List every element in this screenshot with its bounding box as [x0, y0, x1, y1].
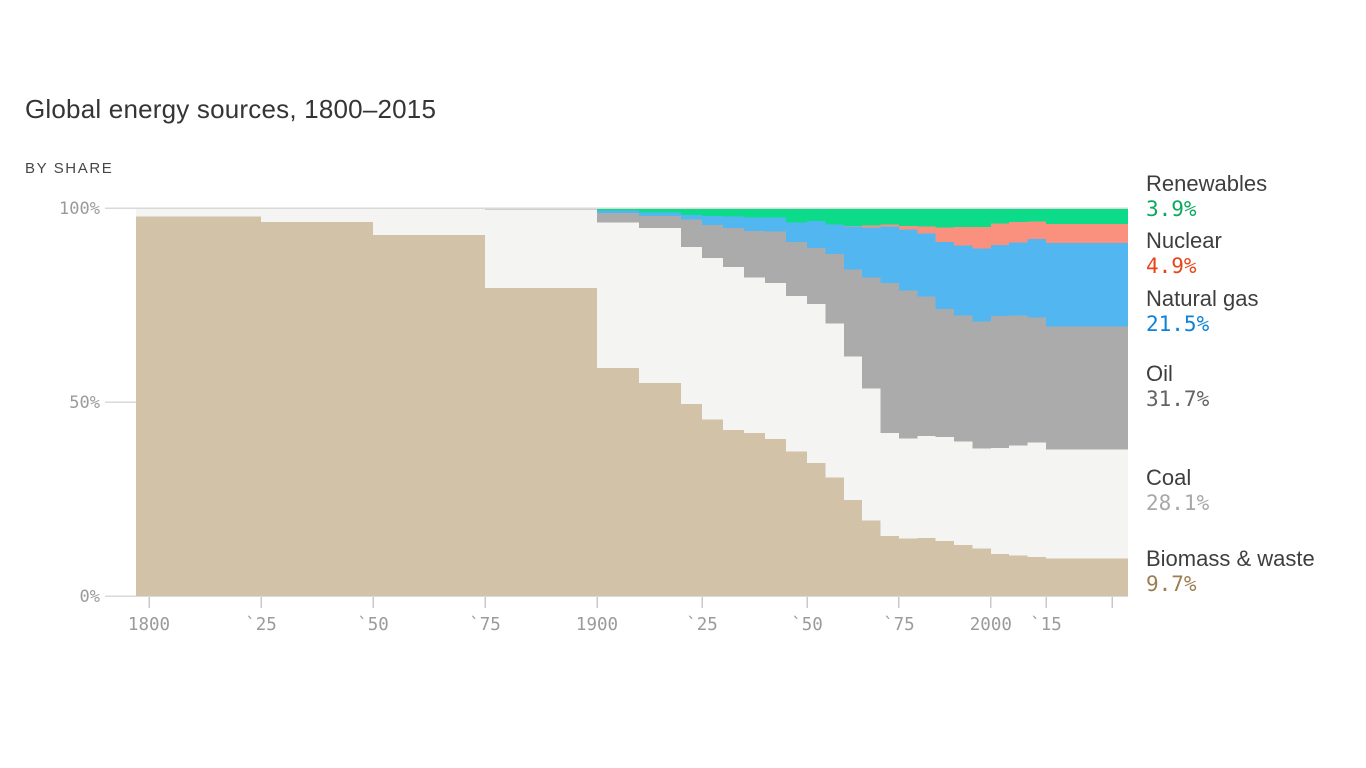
legend-value-biomass-waste: 9.7% [1146, 572, 1197, 596]
x-tick-label-1850: `50 [357, 615, 389, 635]
legend-value-oil: 31.7% [1146, 387, 1210, 411]
legend-label-oil: Oil [1146, 361, 1173, 386]
y-tick-label-100%: 100% [59, 199, 100, 219]
legend-label-natural-gas: Natural gas [1146, 286, 1259, 311]
x-tick-label-2015: `15 [1030, 615, 1062, 635]
x-tick-label-1825: `25 [245, 615, 277, 635]
area-oil [136, 208, 1128, 450]
x-tick-label-1900: 1900 [576, 615, 618, 635]
legend-item-nuclear: Nuclear 4.9% [1146, 229, 1222, 279]
legend-value-renewables: 3.9% [1146, 197, 1197, 221]
legend-item-coal: Coal 28.1% [1146, 466, 1209, 516]
legend-label-biomass-waste: Biomass & waste [1146, 546, 1315, 571]
area-biomass-waste [136, 216, 1128, 596]
legend-label-nuclear: Nuclear [1146, 228, 1222, 253]
legend-value-coal: 28.1% [1146, 491, 1210, 515]
x-tick-label-1950: `50 [791, 615, 823, 635]
area-coal [136, 208, 1128, 559]
x-tick-label-1925: `25 [686, 615, 718, 635]
x-tick-label-1800: 1800 [128, 615, 170, 635]
legend-item-biomass-waste: Biomass & waste 9.7% [1146, 547, 1315, 597]
x-tick-label-1975: `75 [883, 615, 915, 635]
legend-label-coal: Coal [1146, 465, 1192, 490]
legend-value-nuclear: 4.9% [1146, 254, 1197, 278]
y-tick-label-50%: 50% [69, 393, 100, 413]
area-natural-gas [136, 208, 1128, 327]
legend-item-renewables: Renewables 3.9% [1146, 172, 1267, 222]
legend-label-renewables: Renewables [1146, 171, 1268, 196]
chart-subtitle: BY SHARE [25, 160, 114, 177]
area-nuclear [136, 208, 1128, 249]
x-tick-label-2000: 2000 [970, 615, 1012, 635]
area-renewables [136, 208, 1128, 228]
chart-title: Global energy sources, 1800–2015 [25, 94, 437, 124]
legend-item-natural-gas: Natural gas 21.5% [1146, 287, 1259, 337]
x-tick-label-1875: `75 [469, 615, 501, 635]
legend-item-oil: Oil 31.7% [1146, 362, 1209, 412]
legend-value-natural-gas: 21.5% [1146, 312, 1210, 336]
y-tick-label-0%: 0% [80, 587, 100, 607]
